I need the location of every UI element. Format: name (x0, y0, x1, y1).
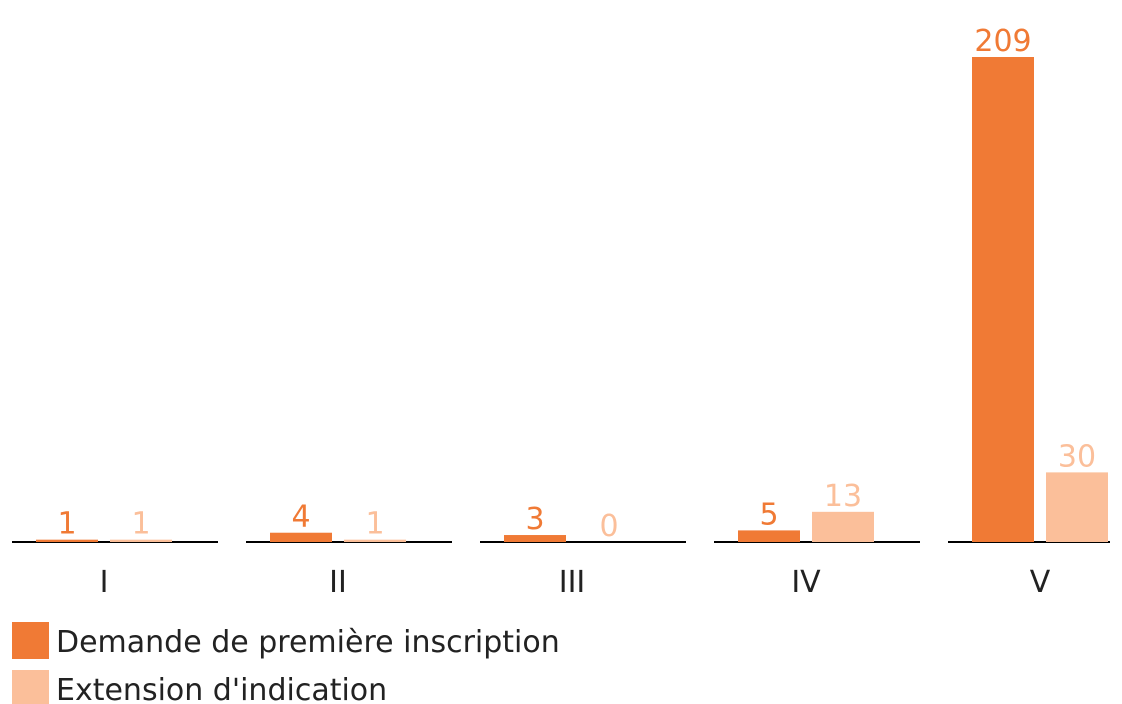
value-label: 1 (57, 507, 76, 542)
x-tick-label: II (329, 565, 347, 600)
x-tick-label: IV (791, 565, 821, 600)
value-label: 1 (131, 507, 150, 542)
legend-label: Demande de première inscription (56, 625, 560, 660)
x-tick-label: I (100, 565, 109, 600)
value-label: 209 (974, 24, 1031, 59)
legend-swatch (12, 622, 49, 659)
bar (1046, 472, 1108, 542)
legend-label: Extension d'indication (56, 673, 387, 704)
value-label: 30 (1058, 439, 1096, 474)
bar (738, 530, 800, 542)
value-label: 1 (365, 507, 384, 542)
bar (504, 535, 566, 542)
value-label: 0 (599, 509, 618, 544)
value-label: 3 (525, 502, 544, 537)
bar (812, 511, 874, 542)
value-label: 5 (759, 497, 778, 532)
legend-swatch (12, 670, 49, 704)
bar (36, 539, 98, 542)
bar (972, 57, 1034, 542)
value-label: 13 (824, 479, 862, 514)
bar (110, 539, 172, 542)
x-tick-label: V (1030, 565, 1051, 600)
value-label: 4 (291, 500, 310, 535)
bar (344, 539, 406, 542)
bar (270, 532, 332, 542)
x-tick-label: III (559, 565, 586, 600)
